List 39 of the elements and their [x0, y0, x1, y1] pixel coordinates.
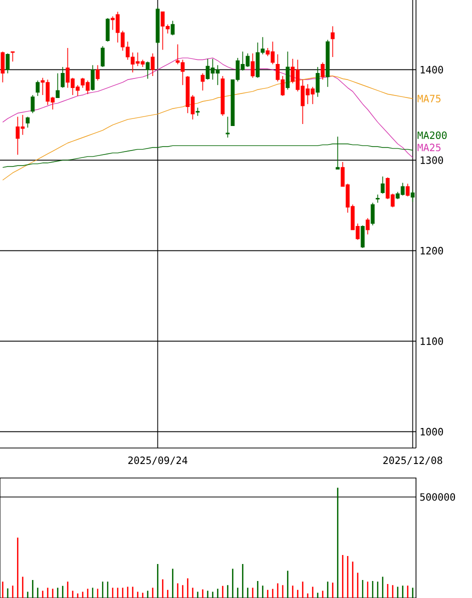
y-tick-label: 1300	[420, 156, 443, 164]
y-tick-label: 500000	[420, 493, 456, 501]
candlestick	[26, 116, 30, 128]
candlestick	[10, 51, 15, 62]
candlestick	[56, 72, 60, 98]
candlestick	[250, 53, 255, 78]
series-label: MA200	[418, 131, 447, 140]
candlestick	[366, 218, 370, 235]
candlestick	[320, 62, 325, 80]
y-tick-label: 1200	[420, 246, 443, 254]
candlestick	[146, 61, 150, 80]
candlestick	[316, 66, 320, 98]
y-tick-label: 1400	[420, 66, 443, 74]
candlestick	[330, 26, 335, 58]
candlestick	[30, 94, 35, 114]
candlestick	[410, 190, 415, 202]
candlestick	[96, 64, 100, 81]
candlestick	[360, 224, 365, 248]
candlestick	[150, 53, 155, 76]
candlestick	[90, 64, 95, 91]
candlestick	[170, 20, 175, 36]
candlestick	[380, 176, 385, 194]
y-tick-label: 1000	[420, 428, 443, 436]
candlestick	[370, 202, 375, 226]
candlestick	[0, 51, 5, 83]
candlestick	[226, 116, 230, 138]
x-tick-label: 2025/09/24	[128, 456, 188, 465]
candlestick	[406, 183, 410, 197]
candlestick	[286, 51, 290, 90]
candlestick	[200, 72, 205, 91]
x-tick-label: 2025/12/08	[383, 456, 442, 465]
y-tick-label: 1100	[420, 337, 443, 345]
series-label: MA75	[418, 94, 440, 102]
candlestick	[100, 46, 105, 68]
candlestick	[106, 18, 110, 42]
series-label: MA25	[418, 144, 440, 152]
candlestick	[6, 53, 10, 74]
candlestick	[60, 66, 65, 88]
candlestick	[36, 80, 40, 96]
